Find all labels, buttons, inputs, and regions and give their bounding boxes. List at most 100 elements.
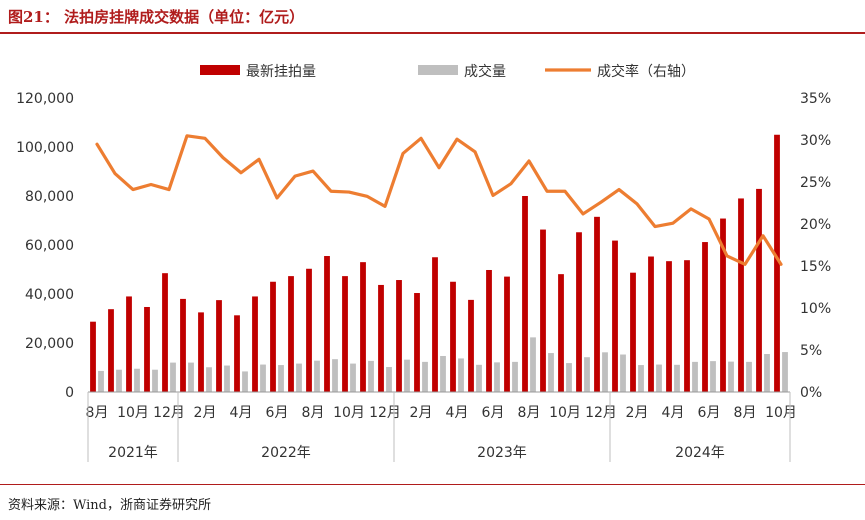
bar-deal [782, 352, 788, 392]
bar-listing [486, 269, 492, 392]
bar-deal [188, 362, 194, 392]
year-label: 2023年 [477, 445, 527, 461]
x-tick-label: 8月 [518, 405, 541, 421]
bar-listing [738, 198, 744, 392]
y-left-tick-label: 100,000 [16, 140, 74, 156]
bar-deal [242, 371, 248, 392]
bar-listing [468, 299, 474, 392]
bar-deal [746, 361, 752, 392]
bar-deal [134, 368, 140, 392]
figure-title: 图21： 法拍房挂牌成交数据（单位：亿元） [8, 8, 305, 26]
bar-listing [414, 293, 420, 392]
bar-deal [728, 361, 734, 392]
x-tick-label: 2月 [626, 405, 649, 421]
bar-listing [144, 306, 150, 392]
bar-deal [170, 362, 176, 392]
bar-deal [638, 365, 644, 392]
bar-listing [612, 240, 618, 392]
bar-deal [386, 367, 392, 392]
legend-deal-label: 成交量 [464, 63, 506, 80]
bar-deal [260, 364, 266, 392]
legend-listing-label: 最新挂拍量 [246, 64, 316, 80]
y-right-tick-label: 20% [800, 217, 831, 233]
year-label: 2021年 [108, 445, 158, 461]
legend-rate-label: 成交率（右轴） [597, 63, 695, 80]
x-tick-label: 6月 [266, 405, 289, 421]
bar-listing [216, 300, 222, 393]
bar-deal [116, 369, 122, 392]
bar-listing [504, 276, 510, 392]
y-right-tick-label: 5% [800, 343, 822, 359]
bar-listing [594, 216, 600, 392]
bar-deal [548, 353, 554, 392]
x-tick-label: 10月 [549, 405, 581, 421]
bar-deal [458, 358, 464, 392]
bar-listing [720, 218, 726, 392]
year-label: 2022年 [261, 445, 311, 461]
bar-listing [630, 272, 636, 392]
bar-deal [620, 354, 626, 392]
bar-listing [288, 276, 294, 392]
bar-deal [332, 359, 338, 392]
bar-deal [152, 369, 158, 392]
y-left-tick-label: 0 [65, 385, 74, 401]
bar-listing [324, 256, 330, 392]
bar-listing [360, 262, 366, 392]
bar-listing [774, 134, 780, 392]
x-tick-label: 2月 [410, 405, 433, 421]
bar-deal [404, 359, 410, 392]
bar-listing [756, 188, 762, 392]
y-right-tick-label: 25% [800, 175, 831, 191]
legend-deal-swatch [418, 65, 458, 75]
bar-deal [278, 365, 284, 392]
bar-listing [702, 242, 708, 392]
x-tick-label: 12月 [153, 405, 185, 421]
bar-deal [350, 363, 356, 392]
x-tick-label: 8月 [734, 405, 757, 421]
x-tick-label: 6月 [482, 405, 505, 421]
title-rule [0, 32, 865, 34]
bar-deal [440, 355, 446, 392]
bar-deal [584, 357, 590, 392]
y-left-tick-label: 80,000 [25, 189, 74, 205]
y-right-tick-label: 0% [800, 385, 822, 401]
bar-deal [494, 362, 500, 392]
bar-listing [666, 261, 672, 392]
line-deal-rate [95, 134, 783, 266]
x-tick-label: 8月 [86, 405, 109, 421]
x-tick-label: 4月 [662, 405, 685, 421]
x-tick-label: 12月 [585, 405, 617, 421]
bar-listing [162, 273, 168, 392]
x-tick-label: 10月 [333, 405, 365, 421]
bar-deal [710, 361, 716, 392]
x-tick-label: 12月 [369, 405, 401, 421]
bar-listing [198, 312, 204, 393]
bar-listing [306, 268, 312, 392]
bar-deal [692, 361, 698, 392]
bar-listing [522, 196, 528, 392]
bar-listing [378, 284, 384, 392]
bar-deal [656, 364, 662, 392]
bar-listing [108, 309, 114, 392]
x-tick-label: 10月 [117, 405, 149, 421]
y-left-tick-label: 40,000 [25, 287, 74, 303]
bar-deal [314, 360, 320, 392]
x-tick-label: 2月 [194, 405, 217, 421]
bar-listing [576, 232, 582, 392]
y-left-tick-label: 60,000 [25, 238, 74, 254]
x-tick-label: 10月 [765, 405, 797, 421]
bar-listing [450, 281, 456, 392]
bar-deal [530, 337, 536, 392]
y-left-tick-label: 20,000 [25, 336, 74, 352]
y-right-tick-label: 35% [800, 91, 831, 107]
bar-deal [224, 365, 230, 392]
bar-deal [674, 364, 680, 392]
year-label: 2024年 [675, 445, 725, 461]
x-tick-label: 8月 [302, 405, 325, 421]
bar-listing [126, 296, 132, 392]
bar-listing [684, 260, 690, 392]
y-right-tick-label: 30% [800, 133, 831, 149]
bar-listing [396, 280, 402, 392]
x-tick-label: 6月 [698, 405, 721, 421]
